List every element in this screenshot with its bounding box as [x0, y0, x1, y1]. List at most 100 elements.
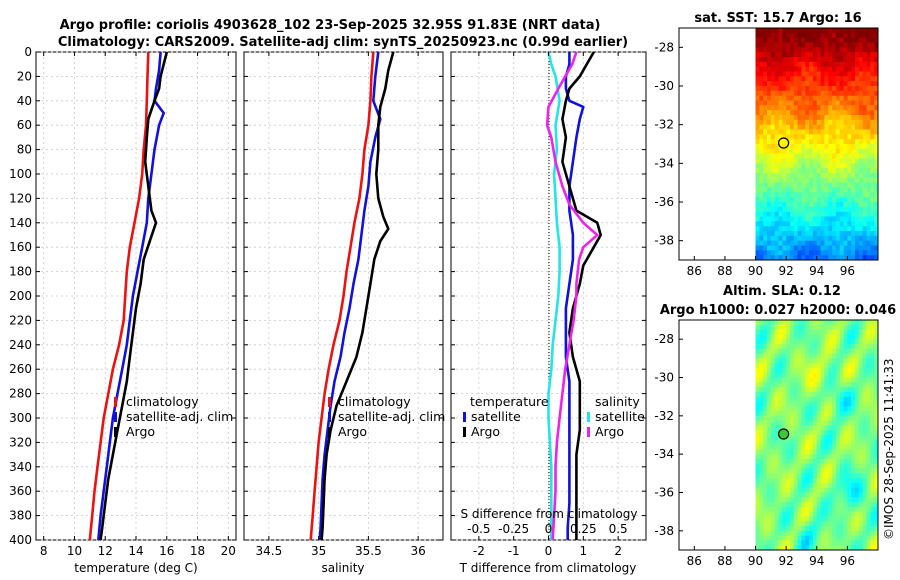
map-cell	[835, 502, 841, 508]
map-cell	[770, 449, 775, 455]
lon-tick-label: 94	[809, 554, 824, 568]
map-cell	[778, 526, 783, 532]
map-cell	[786, 516, 791, 522]
map-cell	[866, 439, 871, 445]
map-cell	[805, 444, 810, 450]
map-cell	[874, 497, 879, 503]
map-cell	[870, 497, 875, 503]
map-cell	[801, 47, 806, 53]
map-cell	[851, 521, 856, 527]
map-cell	[851, 216, 856, 222]
map-cell	[767, 406, 772, 412]
map-cell	[770, 367, 775, 374]
map-cell	[862, 211, 867, 217]
map-cell	[763, 478, 768, 484]
map-cell	[767, 129, 772, 135]
map-cell	[812, 420, 818, 426]
map-cell	[782, 124, 787, 130]
map-cell	[770, 173, 775, 179]
map-cell	[832, 329, 837, 335]
map-cell	[782, 37, 787, 43]
map-cell	[843, 52, 848, 58]
map-cell	[782, 173, 787, 179]
map-cell	[763, 105, 768, 111]
map-cell	[786, 100, 791, 106]
map-cell	[847, 37, 852, 43]
map-cell	[874, 221, 879, 227]
map-cell	[790, 129, 795, 135]
map-cell	[839, 540, 844, 546]
map-cell	[843, 411, 848, 417]
map-cell	[801, 372, 806, 378]
map-cell	[851, 163, 856, 169]
map-cell	[828, 339, 833, 345]
map-cell	[786, 153, 791, 159]
map-cell	[832, 444, 837, 450]
map-cell	[755, 478, 760, 484]
map-cell	[816, 363, 821, 369]
map-cell	[759, 105, 764, 111]
map-cell	[828, 511, 833, 517]
map-cell	[862, 119, 867, 125]
map-cell	[812, 439, 818, 445]
map-cell	[774, 216, 779, 222]
map-cell	[763, 454, 768, 460]
map-cell	[816, 396, 821, 402]
map-cell	[839, 115, 844, 121]
map-cell	[797, 406, 802, 412]
map-cell	[805, 197, 810, 203]
map-cell	[774, 435, 779, 441]
legend-swatch-argo	[114, 427, 117, 437]
map-cell	[847, 367, 852, 374]
map-cell	[824, 506, 829, 513]
map-cell	[790, 163, 795, 169]
map-cell	[847, 158, 852, 164]
map-cell	[797, 32, 802, 38]
map-cell	[824, 415, 829, 421]
map-cell	[855, 449, 860, 455]
map-cell	[812, 32, 818, 38]
map-cell	[786, 435, 791, 441]
map-cell	[816, 511, 821, 517]
map-cell	[805, 95, 810, 101]
map-cell	[801, 324, 806, 330]
map-cell	[835, 206, 841, 212]
map-cell	[755, 439, 760, 445]
map-cell	[755, 66, 760, 72]
map-cell	[770, 206, 775, 212]
map-cell	[851, 420, 856, 426]
map-cell	[774, 344, 779, 350]
map-cell	[786, 382, 791, 388]
map-cell	[847, 226, 852, 232]
map-cell	[862, 76, 867, 82]
map-cell	[843, 216, 848, 222]
map-cell	[786, 339, 791, 345]
legend-temperature: temperature	[470, 394, 549, 409]
map-cell	[778, 348, 783, 354]
map-cell	[851, 250, 856, 256]
map-cell	[763, 334, 768, 340]
imos-timestamp: ©IMOS 28-Sep-2025 11:41:33	[882, 358, 896, 540]
map-cell	[812, 506, 818, 513]
map-cell	[793, 211, 798, 217]
map-cell	[793, 526, 798, 532]
map-cell	[778, 100, 783, 106]
map-cell	[874, 367, 879, 374]
map-cell	[843, 492, 848, 498]
map-cell	[786, 66, 791, 72]
map-cell	[832, 430, 837, 436]
map-cell	[793, 119, 798, 125]
map-cell	[855, 540, 860, 546]
map-cell	[759, 197, 764, 203]
map-cell	[832, 37, 837, 43]
map-cell	[832, 187, 837, 193]
map-cell	[862, 255, 867, 261]
map-cell	[851, 454, 856, 460]
map-cell	[847, 57, 852, 63]
map-cell	[778, 387, 783, 393]
map-cell	[812, 255, 818, 261]
map-cell	[874, 47, 879, 53]
map-cell	[843, 115, 848, 121]
map-cell	[786, 42, 791, 48]
map-cell	[778, 124, 783, 130]
